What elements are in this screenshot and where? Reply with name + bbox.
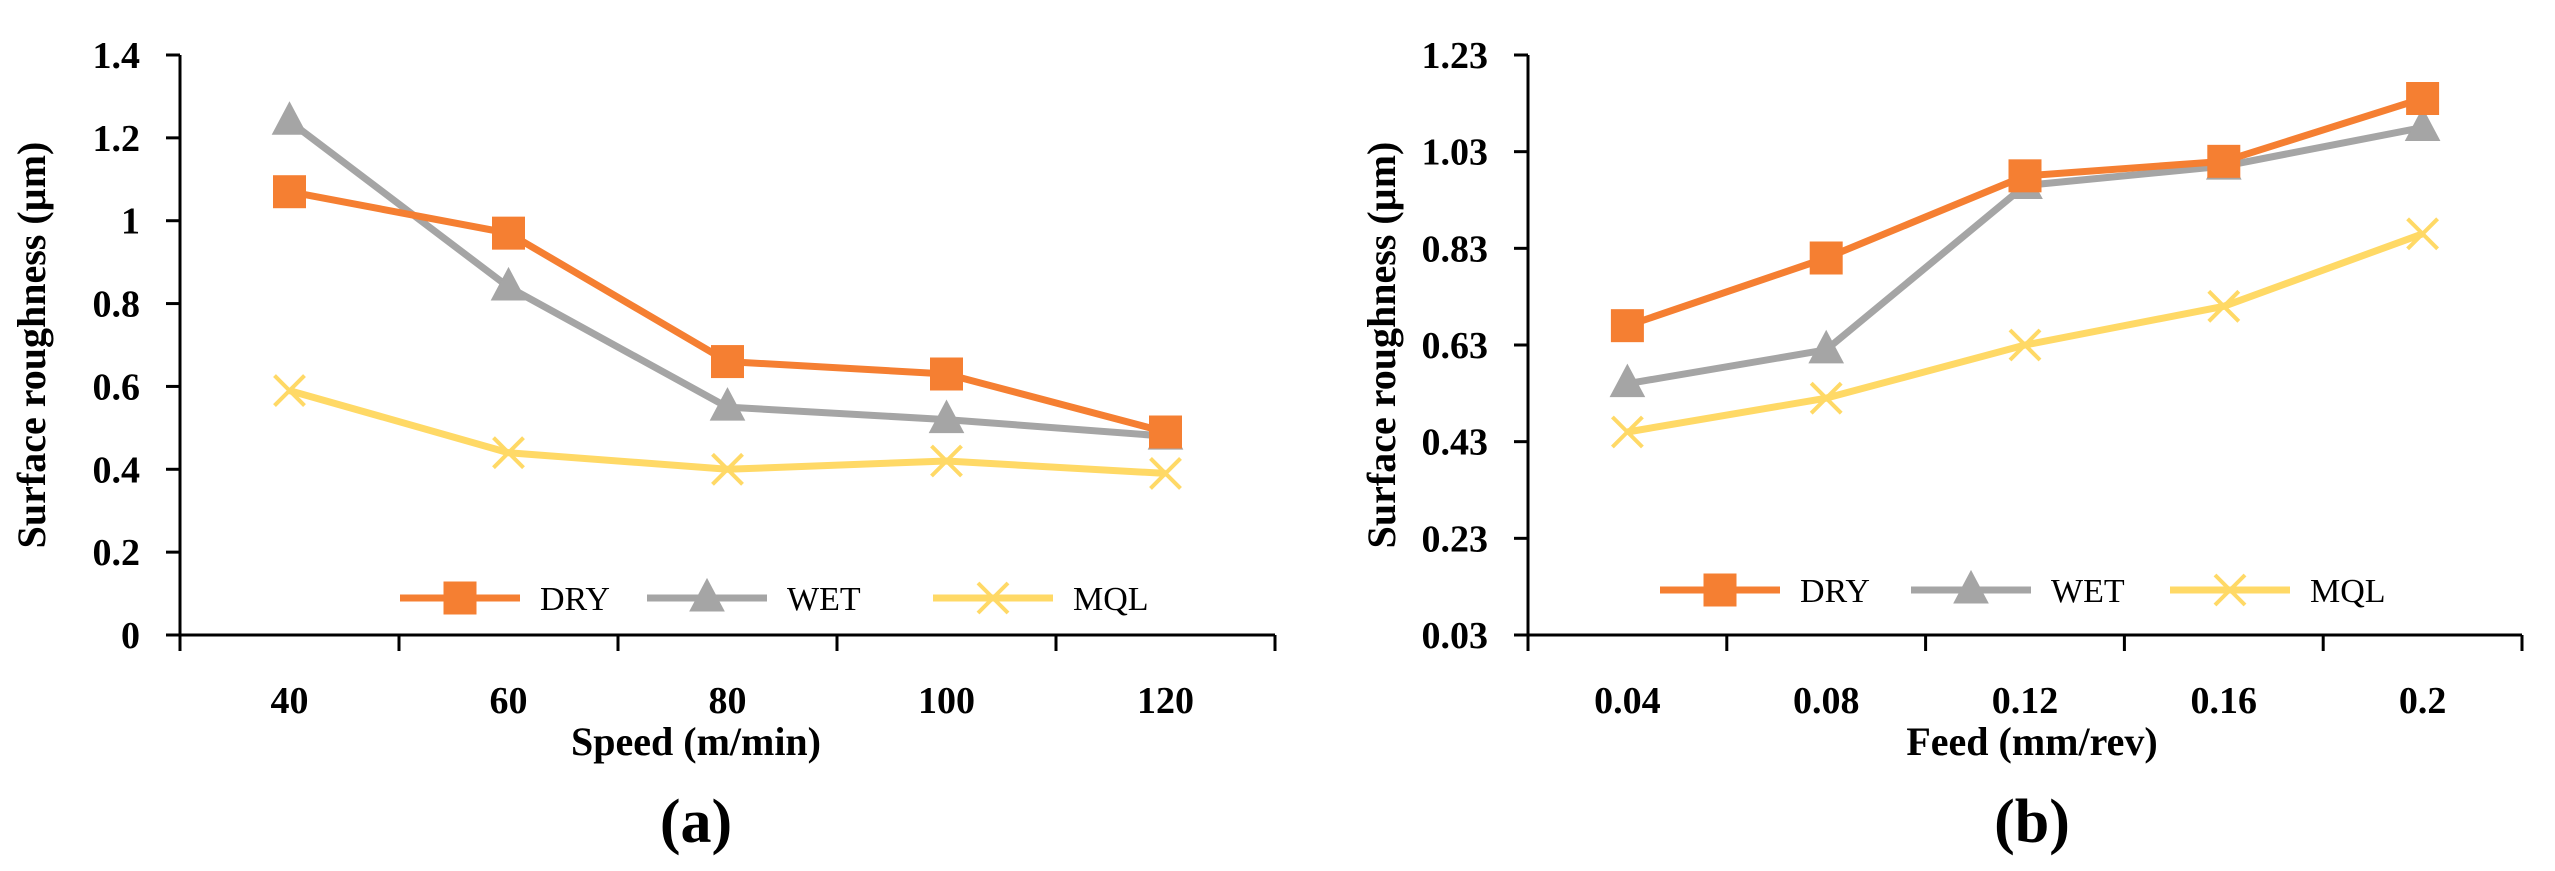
y-tick-label: 0.83 [1422,228,1489,270]
data-point-dry [930,357,963,391]
legend-label: MQL [1073,581,1149,618]
x-tick-label: 0.16 [2191,680,2258,722]
x-tick-label: 60 [490,680,528,722]
legend-marker [976,581,1010,615]
data-point-dry [711,345,744,379]
y-tick-label: 0.6 [93,366,141,408]
legend-item-dry: DRY [1660,573,1870,610]
x-tick-label: 80 [709,680,747,722]
series-line-dry [1626,95,2424,329]
panel-label: (a) [660,788,732,856]
y-tick-label: 0.03 [1422,615,1489,657]
data-point-mql [2207,289,2241,323]
legend-label: DRY [540,581,610,618]
x-axis-title: Feed (mm/rev) [1906,719,2157,764]
legend-item-mql: MQL [2170,573,2386,610]
legend-label: MQL [2310,573,2386,610]
legend-item-mql: MQL [933,581,1149,618]
panel-label: (b) [1994,788,2070,856]
data-point-wet [271,101,308,135]
data-point-mql [273,374,306,407]
legend-marker [2213,573,2247,607]
data-point-mql [711,452,744,486]
data-point-wet [928,399,965,434]
y-tick-label: 1.2 [93,118,141,160]
x-tick-label: 0.08 [1793,680,1860,722]
y-tick-label: 0.2 [93,532,141,574]
x-axis-title: Speed (m/min) [571,719,821,764]
legend-marker [1953,569,1989,604]
data-point-dry [273,175,306,209]
y-tick-label: 0.23 [1422,518,1489,560]
chart-panel-b: 0.03 0.23 0.43 0.63 0.83 1.03 1.23 0.04 0.08 0.12… [1359,35,2524,856]
y-tick-label: 1.4 [93,35,141,77]
data-point-dry [2207,144,2241,178]
chart-panel-a: 0 0.2 0.4 0.6 0.8 1 1.2 1.4 40 60 80 100 120 Speed (m… [9,35,1277,856]
series-dry [273,175,1182,449]
series-dry [1610,82,2440,343]
y-tick-label: 1.03 [1422,132,1489,174]
legend-marker [443,581,477,615]
legend-label: WET [787,581,861,618]
legend-label: WET [2051,573,2125,610]
legend-marker [1703,573,1737,607]
legend-marker [689,577,725,612]
x-tick-label: 100 [918,680,975,722]
data-point-wet [490,266,527,301]
legend: DRY WET MQL [1660,569,2386,610]
series-mql [1610,217,2440,449]
series-wet [1609,107,2441,398]
series-mql [273,374,1182,490]
y-tick-label: 1.23 [1422,35,1489,77]
data-point-mql [492,436,525,470]
series-line-mql [1626,230,2424,436]
data-point-dry [1809,241,1843,275]
data-point-wet [1609,363,1646,398]
x-tick-label: 0.12 [1992,680,2059,722]
y-tick-label: 1 [121,201,140,243]
legend-label: DRY [1800,573,1870,610]
data-point-wet [2404,107,2441,141]
data-point-mql [2008,328,2042,362]
data-point-dry [2406,82,2440,115]
data-point-mql [1809,381,1843,415]
y-tick-label: 0 [121,615,140,657]
data-point-wet [709,387,746,421]
y-tick-label: 0.4 [93,449,141,491]
x-tick-label: 120 [1137,680,1194,722]
data-point-dry [492,216,525,250]
y-axis-title: Surface roughness (µm) [1359,142,1404,549]
legend-item-wet: WET [1911,569,2125,610]
data-point-wet [1808,329,1845,364]
data-point-dry [1149,415,1182,449]
x-tick-label: 0.2 [2399,680,2447,722]
legend-item-dry: DRY [400,581,610,618]
data-point-mql [1149,457,1182,490]
x-tick-label: 0.04 [1594,680,1661,722]
data-point-mql [2406,217,2440,251]
data-point-dry [2008,159,2042,193]
y-tick-label: 0.8 [93,284,141,326]
data-point-mql [1610,415,1644,449]
legend: DRY WET MQL [400,577,1149,618]
y-axis-title: Surface roughness (µm) [9,142,54,549]
data-point-mql [930,444,963,478]
y-tick-label: 0.63 [1422,325,1489,367]
y-tick-label: 0.43 [1422,422,1489,464]
data-point-dry [1610,309,1644,343]
x-tick-label: 40 [271,680,309,722]
legend-item-wet: WET [647,577,861,618]
